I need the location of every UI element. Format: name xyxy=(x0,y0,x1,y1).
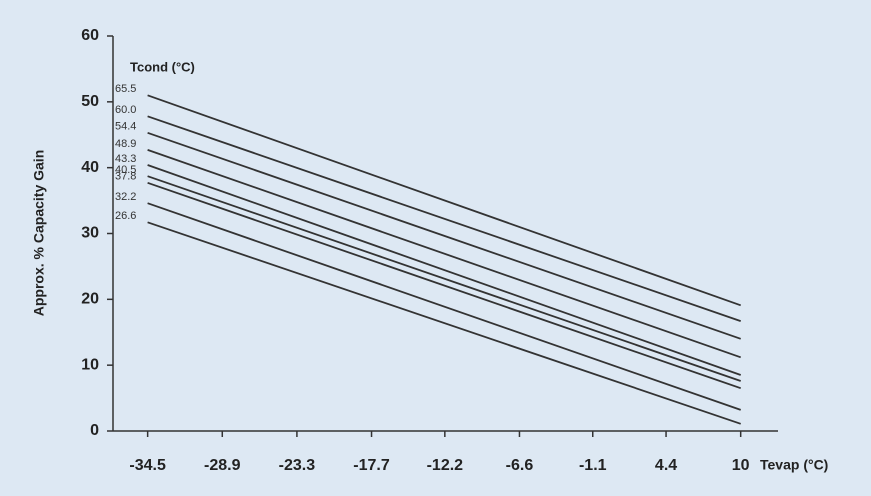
series-label: 60.0 xyxy=(115,104,136,116)
x-tick-label: -34.5 xyxy=(129,457,166,474)
series-line xyxy=(147,164,742,376)
series-line xyxy=(147,115,741,322)
x-tick-label: -28.9 xyxy=(204,457,241,474)
series-label: 40.5 xyxy=(115,164,136,176)
x-tick-label: -6.6 xyxy=(506,457,534,474)
y-tick-label: 20 xyxy=(81,291,99,308)
series-label: 48.9 xyxy=(115,138,136,150)
y-tick-label: 50 xyxy=(81,93,99,110)
y-tick-label: 30 xyxy=(81,225,99,242)
y-tick-label: 10 xyxy=(81,356,99,373)
series-label: 32.2 xyxy=(115,191,136,203)
series-line xyxy=(147,175,741,382)
x-tick-label: -1.1 xyxy=(579,457,607,474)
x-tick-label: -23.3 xyxy=(279,457,316,474)
y-tick-label: 60 xyxy=(81,27,99,44)
series-line xyxy=(147,221,741,425)
x-tick-label: -12.2 xyxy=(427,457,464,474)
y-tick-label: 0 xyxy=(90,422,99,439)
series-label: 43.3 xyxy=(115,153,136,165)
series-line xyxy=(147,149,741,359)
series-line xyxy=(147,94,742,307)
x-tick-label: 4.4 xyxy=(655,457,677,474)
x-tick-label: -17.7 xyxy=(353,457,390,474)
series-line xyxy=(147,202,741,411)
series-label: 26.6 xyxy=(115,210,136,222)
series-line xyxy=(147,131,741,340)
series-line xyxy=(147,181,741,390)
series-label: 65.5 xyxy=(115,83,136,95)
series-label: 54.4 xyxy=(115,121,136,133)
x-tick-label: 10 xyxy=(732,457,750,474)
series-label: 37.8 xyxy=(115,171,136,183)
x-axis-label: Tevap (°C) xyxy=(760,457,828,473)
y-tick-label: 40 xyxy=(81,159,99,176)
y-axis-label: Approx. % Capacity Gain xyxy=(31,150,47,316)
legend-title: Tcond (°C) xyxy=(130,59,195,74)
